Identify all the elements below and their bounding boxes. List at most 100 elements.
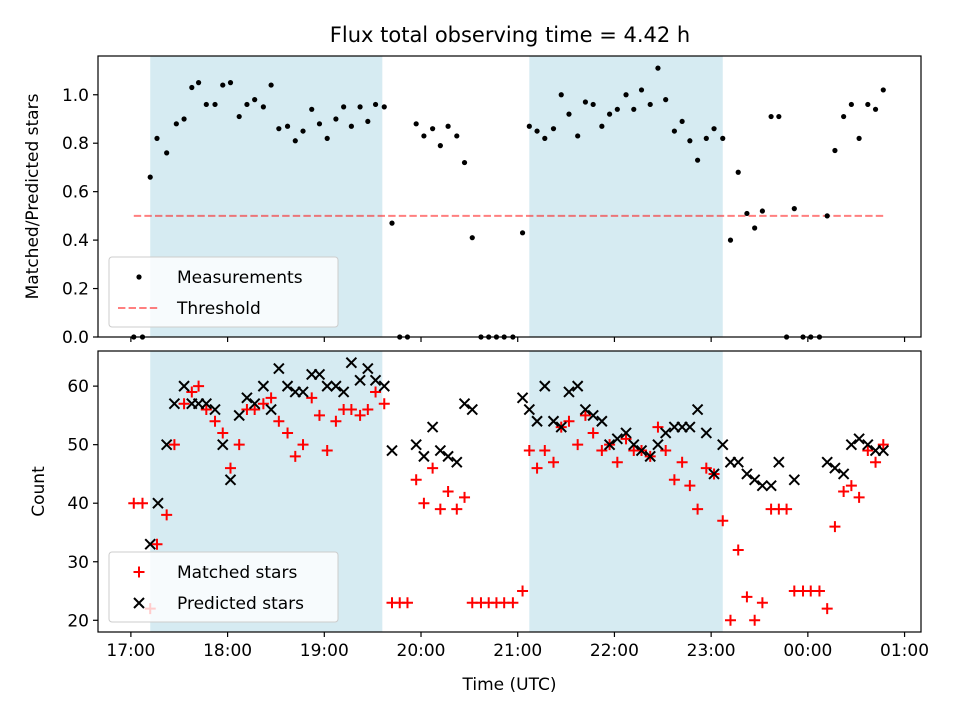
x-ticks xyxy=(130,337,906,342)
measurement-point xyxy=(430,126,436,132)
matched-star-point xyxy=(354,409,366,421)
predicted-star-point xyxy=(845,438,858,451)
predicted-star-point xyxy=(200,397,213,410)
predicted-star-point xyxy=(579,403,592,416)
predicted-star-point xyxy=(144,538,156,550)
measurement-point xyxy=(687,138,693,144)
measurement-point xyxy=(841,113,847,120)
measurement-point xyxy=(606,111,613,117)
predicted-star-point xyxy=(821,456,833,468)
matched-star-point xyxy=(378,398,390,410)
predicted-star-point xyxy=(539,380,551,392)
measurement-point xyxy=(260,104,266,110)
predicted-star-point xyxy=(152,497,164,509)
y-tick-label: 60 xyxy=(67,377,89,397)
matched-star-point xyxy=(660,445,672,457)
predicted-star-point xyxy=(434,444,447,457)
measurement-point xyxy=(413,121,419,127)
predicted-star-point xyxy=(684,421,696,433)
measurement-point xyxy=(558,92,564,98)
measurement-point xyxy=(590,101,596,108)
measurement-point xyxy=(181,116,187,122)
legend: Matched stars Predicted stars xyxy=(108,551,339,623)
predicted-star-point xyxy=(209,403,221,416)
measurement-point xyxy=(357,104,363,110)
measurement-point xyxy=(309,106,315,112)
legend: Measurements Threshold xyxy=(108,256,339,328)
x-tick-label: 01:00 xyxy=(880,641,929,661)
predicted-star-point xyxy=(273,362,285,375)
predicted-star-point xyxy=(756,479,769,492)
matched-star-point xyxy=(870,456,882,468)
measurement-point xyxy=(372,101,379,108)
matched-star-point xyxy=(523,445,535,457)
plot-frame xyxy=(97,55,922,338)
measurement-point xyxy=(421,133,427,139)
matched-star-point xyxy=(507,597,519,609)
y-tick-label: 0.8 xyxy=(62,134,89,154)
predicted-star-point xyxy=(837,468,850,480)
predicted-star-point xyxy=(628,438,640,451)
matched-star-point xyxy=(539,445,551,457)
predicted-star-point xyxy=(369,374,382,386)
predicted-star-point xyxy=(547,415,560,427)
measurement-point xyxy=(189,84,195,91)
predicted-star-point xyxy=(788,474,801,486)
measurement-point xyxy=(711,126,717,132)
predicted-star-point xyxy=(691,403,704,416)
matched-star-point xyxy=(652,421,664,433)
measurement-point xyxy=(389,220,395,226)
measurement-point xyxy=(519,230,526,236)
measurement-point xyxy=(276,126,282,132)
predicted-star-point xyxy=(877,444,889,457)
x-tick-label: 19:00 xyxy=(300,641,349,661)
predicted-star-point xyxy=(708,468,720,480)
measurement-point xyxy=(212,101,218,108)
legend-label-matched: Matched stars xyxy=(177,563,297,583)
matched-star-point xyxy=(161,509,173,521)
x-tick-label: 00:00 xyxy=(783,641,832,661)
predicted-star-point xyxy=(233,409,245,422)
predicted-star-point xyxy=(765,479,777,492)
x-tick-label: 23:00 xyxy=(687,641,736,661)
x-tick-label: 21:00 xyxy=(493,641,542,661)
matched-star-point xyxy=(330,415,342,427)
measurement-point xyxy=(220,82,226,88)
predicted-star-point xyxy=(354,374,366,386)
matched-star-point xyxy=(692,503,704,515)
predicted-star-point xyxy=(732,456,744,468)
matched-star-point xyxy=(821,603,833,615)
predicted-star-point xyxy=(717,438,729,451)
predicted-star-point xyxy=(386,444,398,457)
matched-star-point xyxy=(741,591,753,603)
matched-star-point xyxy=(756,597,768,609)
measurement-point xyxy=(461,159,468,166)
measurement-point xyxy=(848,101,854,108)
measurement-point xyxy=(341,104,347,110)
predicted-star-point xyxy=(418,450,430,463)
predicted-star-point xyxy=(611,433,624,445)
measurement-point xyxy=(582,99,589,105)
measurement-point xyxy=(381,104,387,110)
measurement-point xyxy=(865,101,871,108)
predicted-star-point xyxy=(451,456,463,468)
measurement-point xyxy=(599,123,605,129)
predicted-star-point xyxy=(321,380,333,392)
legend-label-predicted: Predicted stars xyxy=(177,594,304,614)
measurement-point xyxy=(647,101,653,108)
matched-star-point xyxy=(442,486,454,497)
legend-label-threshold: Threshold xyxy=(176,299,261,319)
matched-star-point xyxy=(596,445,608,457)
y-axis-label: Count xyxy=(29,466,49,517)
matched-star-point xyxy=(370,386,382,398)
predicted-star-point xyxy=(345,357,358,369)
x-axis-label: Time (UTC) xyxy=(462,675,557,695)
x-tick-label: 22:00 xyxy=(590,641,639,661)
x-tick-label: 17:00 xyxy=(106,641,155,661)
matched-star-point xyxy=(209,415,221,427)
predicted-star-point xyxy=(378,380,390,392)
predicted-star-point xyxy=(555,421,567,433)
predicted-star-point xyxy=(596,415,608,427)
predicted-star-point xyxy=(652,438,664,451)
